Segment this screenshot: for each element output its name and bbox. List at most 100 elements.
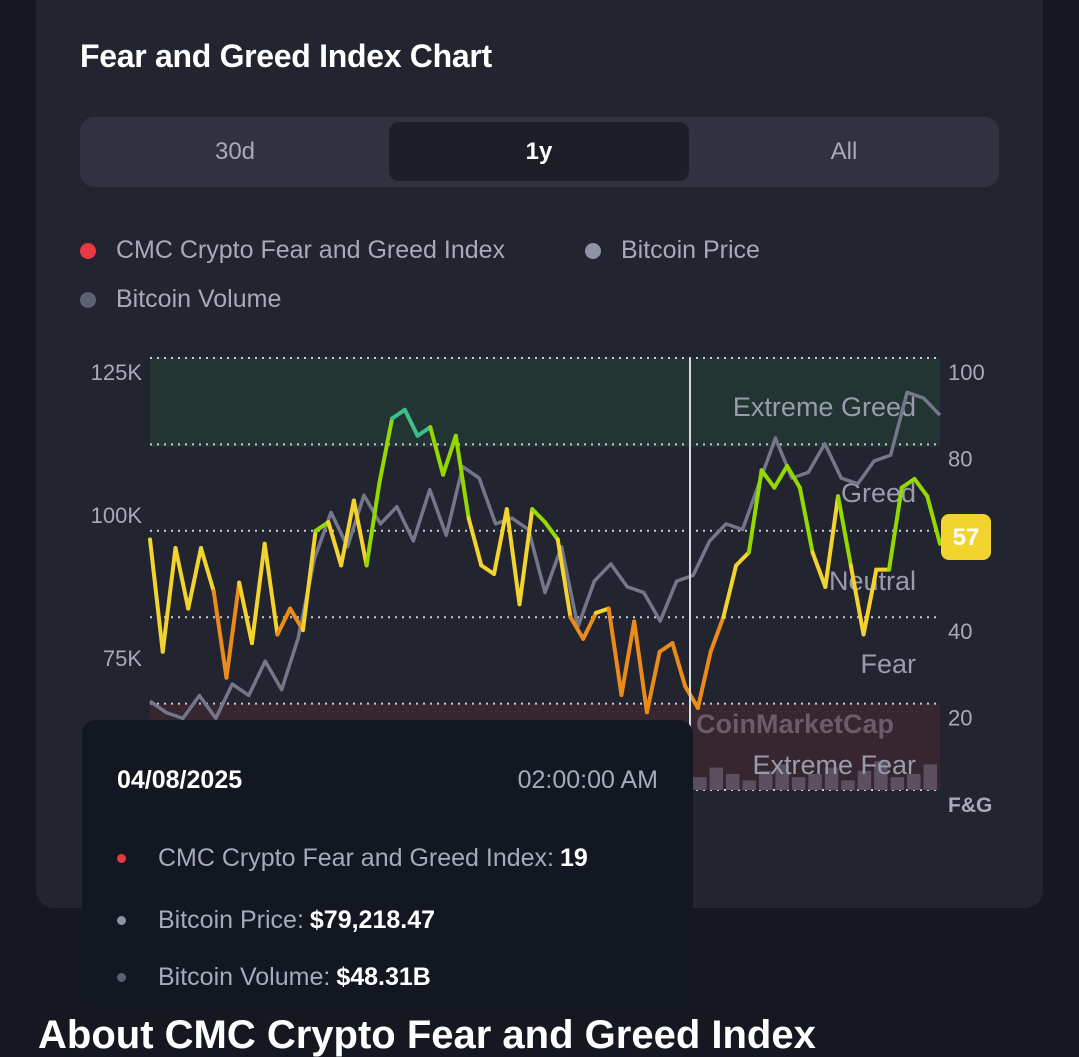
tooltip-value: $48.31B	[336, 963, 431, 991]
chart-tooltip: 04/08/2025 02:00:00 AM CMC Crypto Fear a…	[82, 720, 693, 1010]
fear-greed-segment	[785, 464, 802, 490]
fear-greed-segment	[848, 563, 866, 637]
legend-label: Bitcoin Price	[621, 236, 760, 264]
gray-dot-icon	[585, 242, 601, 259]
fear-greed-segment	[593, 606, 611, 615]
fear-greed-segment	[326, 520, 344, 568]
fear-greed-segment	[606, 606, 624, 697]
tooltip-label: CMC Crypto Fear and Greed Index:	[158, 844, 554, 872]
legend-label: Bitcoin Volume	[116, 285, 282, 313]
fear-greed-segment	[249, 541, 267, 646]
fear-greed-segment	[823, 494, 841, 589]
card-title: Fear and Greed Index Chart	[80, 38, 492, 74]
red-dot-icon	[80, 242, 96, 259]
fear-greed-segment	[619, 619, 637, 697]
fear-greed-segment	[390, 407, 407, 421]
left-axis-tick: 100K	[91, 503, 143, 528]
watermark: CoinMarketCap	[696, 709, 894, 739]
fear-greed-segment	[912, 476, 930, 499]
fear-greed-segment	[568, 615, 586, 641]
right-axis-tick: 20	[948, 706, 972, 731]
fear-greed-segment	[683, 684, 700, 710]
volume-bar	[808, 774, 822, 790]
fear-greed-segment	[211, 589, 229, 680]
fear-greed-segment	[339, 498, 356, 568]
volume-bar	[742, 780, 756, 790]
fear-greed-segment	[632, 619, 649, 715]
volume-bar	[709, 767, 724, 790]
fear-greed-segment	[810, 550, 828, 589]
zone-label: Extreme Fear	[752, 750, 916, 780]
gray-dot-icon	[117, 915, 126, 925]
volume-bar	[907, 774, 921, 790]
tooltip-date: 04/08/2025	[117, 766, 243, 794]
fear-greed-segment	[479, 563, 497, 576]
volume-bar	[824, 767, 839, 790]
fear-greed-segment	[364, 481, 382, 568]
legend-label: CMC Crypto Fear and Greed Index	[116, 236, 506, 264]
tooltip-value: 19	[560, 844, 588, 872]
left-axis-tick: 75K	[103, 646, 142, 671]
fear-greed-segment	[772, 464, 790, 490]
dark-gray-dot-icon	[80, 291, 96, 308]
fear-greed-segment	[377, 416, 395, 486]
tab-all[interactable]: All	[830, 138, 858, 165]
fear-greed-segment	[160, 546, 178, 654]
fear-greed-segment	[237, 580, 254, 646]
left-axis-tick: 125K	[91, 360, 143, 385]
fear-greed-segment	[657, 641, 675, 654]
legend-fear-greed[interactable]: CMC Crypto Fear and Greed Index	[80, 236, 505, 265]
fear-greed-segment	[428, 425, 446, 477]
volume-bar	[874, 761, 888, 790]
tooltip-row-fear-greed: CMC Crypto Fear and Greed Index: 19	[117, 843, 588, 873]
fear-greed-segment	[415, 425, 433, 438]
current-value-badge	[941, 514, 991, 560]
volume-bar	[923, 764, 937, 790]
volume-bar	[890, 777, 905, 790]
tooltip-row-price: Bitcoin Price: $79,218.47	[117, 905, 435, 935]
fear-greed-segment	[148, 537, 165, 654]
fear-greed-segment	[670, 641, 688, 689]
fear-greed-segment	[504, 507, 522, 607]
fear-greed-segment	[402, 407, 420, 438]
fear-greed-segment	[288, 606, 305, 633]
tab-30d[interactable]: 30d	[214, 138, 256, 165]
fear-greed-segment	[555, 537, 573, 620]
volume-bar	[791, 777, 806, 790]
fear-greed-segment	[173, 546, 191, 611]
volume-bar	[857, 770, 872, 790]
fear-greed-segment	[198, 546, 216, 594]
fear-greed-segment	[453, 433, 471, 520]
volume-bar	[841, 780, 855, 790]
fear-greed-segment	[543, 520, 560, 542]
fear-greed-segment	[797, 485, 815, 555]
tab-1y[interactable]: 1y	[389, 122, 689, 181]
fear-greed-segment	[708, 615, 726, 654]
volume-bar	[726, 774, 740, 790]
current-value-text: 57	[953, 524, 980, 551]
fear-greed-segment	[517, 507, 535, 607]
extreme-greed-zone	[150, 358, 940, 447]
fear-greed-segment	[466, 515, 484, 568]
dark-gray-dot-icon	[117, 972, 126, 982]
fear-greed-segment	[899, 476, 917, 490]
legend-bitcoin-volume[interactable]: Bitcoin Volume	[80, 285, 281, 314]
fear-greed-segment	[186, 546, 203, 611]
legend-bitcoin-price[interactable]: Bitcoin Price	[585, 236, 760, 265]
fear-greed-segment	[887, 485, 904, 572]
tooltip-label: Bitcoin Volume:	[158, 963, 331, 991]
volume-bar	[775, 764, 789, 790]
volume-bar	[758, 770, 773, 790]
fear-greed-segment	[530, 507, 547, 525]
fear-greed-segment	[581, 610, 598, 641]
fear-greed-segment	[734, 550, 751, 568]
zone-label: Fear	[860, 649, 916, 679]
tooltip-time: 02:00:00 AM	[517, 766, 658, 794]
fear-greed-segment	[644, 649, 662, 715]
fear-greed-segment	[759, 468, 777, 490]
right-axis-tick: 40	[948, 619, 972, 644]
fear-greed-segment	[262, 541, 280, 637]
fear-greed-segment	[492, 507, 509, 576]
fear-greed-segment	[351, 498, 369, 568]
